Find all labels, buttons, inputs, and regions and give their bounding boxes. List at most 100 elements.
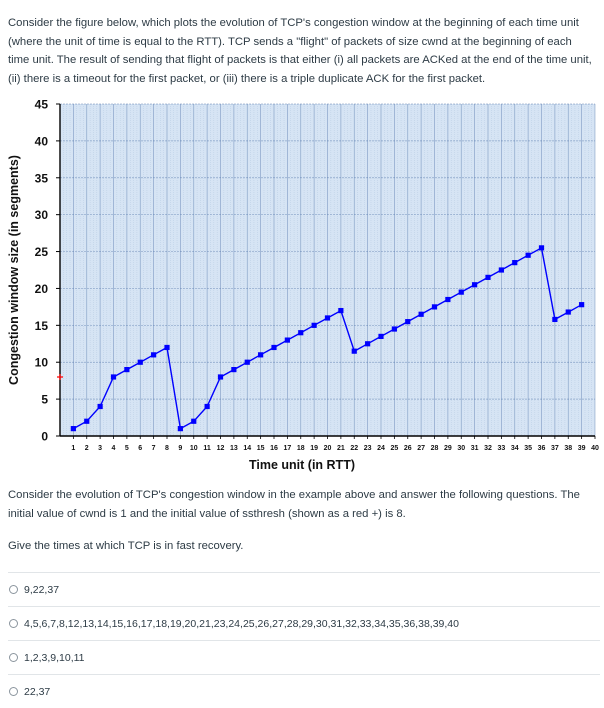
data-point [365,341,371,347]
x-tick-label: 38 [564,445,572,452]
data-point [298,330,304,336]
data-point [110,374,117,380]
data-point [565,309,571,315]
x-tick-label: 5 [125,445,129,452]
x-tick-label: 40 [591,445,599,452]
x-tick-label: 22 [350,445,358,452]
data-point [405,319,411,325]
y-axis-label: Congestion window size (in segments) [7,155,21,385]
ssthresh-marker [57,373,63,380]
y-tick-label: 5 [41,393,48,407]
y-tick-label: 30 [35,208,49,222]
answer-option-label: 1,2,3,9,10,11 [24,651,85,664]
y-tick-label: 45 [35,98,49,112]
data-point [311,322,317,328]
data-point [324,315,331,321]
x-tick-label: 27 [417,445,425,452]
data-point [191,418,197,424]
answer-option-label: 9,22,37 [24,583,60,596]
answer-option[interactable]: 4,5,6,7,8,12,13,14,15,16,17,18,19,20,21,… [8,606,600,640]
data-point [512,260,518,266]
x-tick-label: 14 [243,445,251,452]
x-tick-label: 1 [71,445,75,452]
x-tick-label: 30 [457,445,465,452]
x-tick-label: 37 [551,445,559,452]
data-point [70,426,76,432]
x-tick-label: 6 [138,445,142,452]
x-tick-label: 4 [112,445,116,452]
data-point [378,333,384,339]
context-paragraph: Consider the evolution of TCP's congesti… [8,489,580,520]
data-point [271,344,277,351]
data-point [538,245,545,251]
radio-button-icon[interactable] [9,653,18,662]
data-point [231,367,237,373]
x-tick-label: 10 [190,445,198,452]
y-tick-label: 25 [35,245,49,259]
answer-option[interactable]: 9,22,37 [8,572,600,606]
x-tick-label: 24 [377,445,385,452]
x-tick-label: 32 [484,445,492,452]
x-tick-label: 21 [337,445,345,452]
x-tick-label: 7 [152,445,156,452]
answer-options: 9,22,37 4,5,6,7,8,12,13,14,15,16,17,18,1… [8,572,600,708]
answer-option-label: 22,37 [24,685,51,698]
x-tick-label: 28 [431,445,439,452]
x-tick-label: 15 [257,445,265,452]
x-tick-label: 9 [178,445,182,452]
data-point [258,352,264,358]
data-point [151,352,157,358]
data-point [97,403,103,410]
data-point [124,367,130,373]
cwnd-chart: 0 5 10 15 20 25 30 35 40 45 1 2 3 4 5 6 7 8 9 10 11 12 13 14 15 1… [0,96,604,476]
data-point [418,311,424,317]
radio-button-icon[interactable] [9,585,18,594]
data-point [485,274,491,280]
x-tick-label: 8 [165,445,169,452]
data-point [391,326,397,332]
data-point [525,252,531,258]
x-tick-label: 33 [497,445,505,452]
data-point [84,418,90,424]
x-tick-label: 26 [404,445,412,452]
x-tick-label: 3 [98,445,102,452]
data-point [458,289,464,295]
question-text: Give the times at which TCP is in fast r… [8,540,244,552]
y-tick-label: 10 [35,356,49,370]
data-point [164,344,170,351]
y-tick-label: 40 [35,134,49,148]
radio-button-icon[interactable] [9,619,18,628]
data-point [552,316,558,323]
x-tick-label: 25 [390,445,398,452]
data-point [284,337,290,343]
answer-option[interactable]: 22,37 [8,674,600,708]
data-point [244,359,250,365]
x-tick-label: 31 [471,445,479,452]
x-tick-label: 12 [217,445,225,452]
data-point [431,304,438,310]
intro-paragraph: Consider the figure below, which plots t… [8,17,592,85]
y-tick-label: 0 [41,430,48,444]
x-axis-label: Time unit (in RTT) [248,458,355,472]
data-point [204,403,210,410]
data-point [579,302,585,308]
data-point [445,296,451,303]
answer-option-label: 4,5,6,7,8,12,13,14,15,16,17,18,19,20,21,… [24,617,459,630]
x-tick-label: 20 [324,445,332,452]
x-tick-label: 17 [283,445,291,452]
x-tick-label: 34 [511,445,519,452]
answer-option[interactable]: 1,2,3,9,10,11 [8,640,600,674]
x-tick-label: 35 [524,445,532,452]
x-tick-label: 19 [310,445,318,452]
data-point [137,359,143,365]
data-point [351,348,357,354]
x-tick-label: 16 [270,445,278,452]
data-point [177,426,183,432]
x-tick-label: 13 [230,445,238,452]
x-tick-label: 11 [203,445,211,452]
data-point [217,374,224,380]
y-tick-label: 15 [35,319,49,333]
radio-button-icon[interactable] [9,687,18,696]
x-tick-label: 36 [538,445,546,452]
x-tick-label: 29 [444,445,452,452]
